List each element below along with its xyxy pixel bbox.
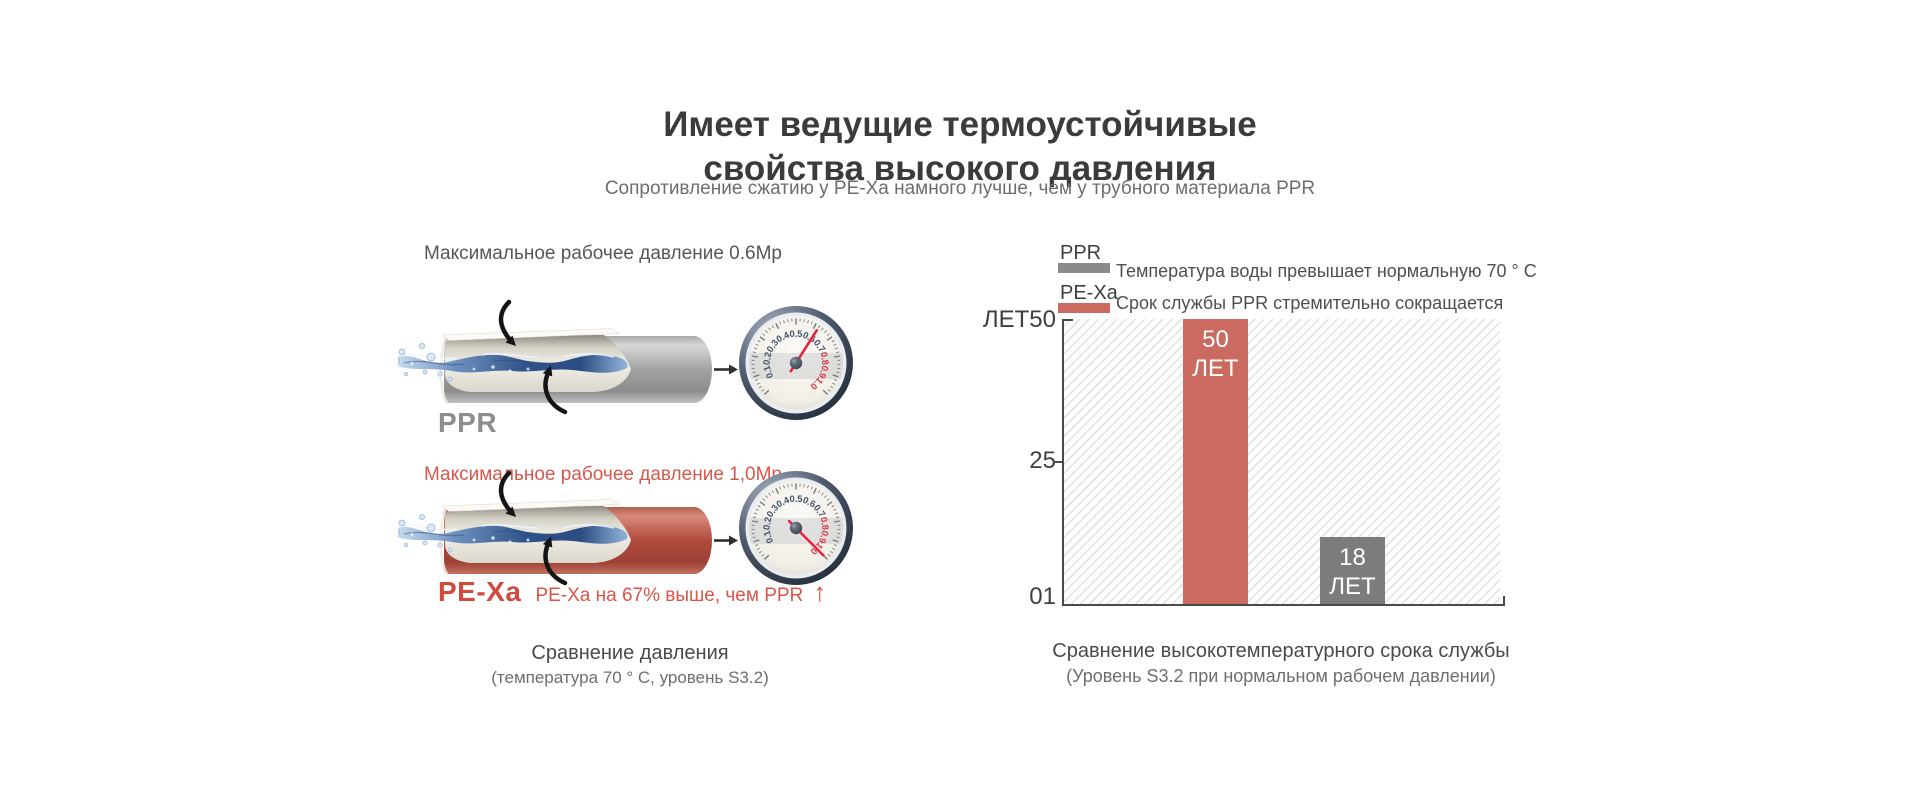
page-subtitle: Сопротивление сжатию у PE-Xa намного луч… (604, 178, 1316, 199)
page-title: Имеет ведущие термоустойчивые свойства вы… (0, 103, 1920, 191)
title-line-1: Имеет ведущие термоустойчивые (663, 105, 1257, 145)
bar-pexa-value: 50 (1202, 326, 1229, 353)
pressure-caption: Сравнение давления (531, 642, 729, 664)
svg-text:0.9: 0.9 (817, 364, 831, 379)
lifespan-caption: Сравнение высокотемпературного срока слу… (1052, 640, 1510, 662)
pexa-note: PE-Xa на 67% выше, чем PPR (535, 585, 804, 606)
bar-pexa-unit: ЛЕТ (1192, 355, 1239, 382)
pexa-pipe-illustration (398, 466, 748, 616)
y-tick-25: 25 (1029, 447, 1056, 474)
pexa-pressure-gauge-icon: 0.10.20.30.40.50.60.70.80.91.0 (736, 468, 856, 588)
svg-text:0.1: 0.1 (762, 364, 776, 379)
ppr-pipe-illustration (398, 295, 748, 445)
legend-pexa-text: Срок службы PPR стремительно сокращается (1116, 293, 1504, 313)
x-axis-right-tick (1503, 596, 1505, 604)
bar-ppr-value: 18 (1339, 544, 1366, 572)
pressure-caption-sub: (температура 70 ° C, уровень S3.2) (491, 668, 769, 687)
y-axis-line (1062, 319, 1064, 606)
bar-ppr-unit: ЛЕТ (1329, 573, 1376, 601)
ppr-pressure-gauge-icon: 0.1 0.2 0.3 0.4 0.5 0.6 0.7 0.8 0.9 1.0 (736, 303, 856, 423)
svg-text:0.8: 0.8 (819, 516, 831, 530)
y-axis-mid-tick (1053, 460, 1062, 463)
title-line-2: свойства высокого давления (703, 149, 1217, 189)
legend-pexa-label: PE-Xa (1060, 282, 1118, 304)
svg-text:0.1: 0.1 (762, 529, 776, 544)
pexa-pressure-label: Максимальное рабочее давление 1,0Mp (424, 464, 782, 485)
svg-text:0.8: 0.8 (819, 351, 831, 365)
legend-ppr-label: PPR (1060, 242, 1102, 264)
lifespan-caption-sub: (Уровень S3.2 при нормальном рабочем дав… (1066, 666, 1496, 686)
svg-text:0.5: 0.5 (790, 329, 803, 339)
svg-text:0.5: 0.5 (790, 494, 803, 504)
svg-text:0.2: 0.2 (761, 351, 773, 365)
lifespan-plot-area: 50 ЛЕТ 18 ЛЕТ (1063, 319, 1500, 604)
ppr-name: PPR (438, 407, 498, 438)
svg-text:0.2: 0.2 (761, 516, 773, 530)
svg-text:0.9: 0.9 (817, 529, 831, 544)
y-tick-50: ЛЕТ50 (982, 306, 1056, 333)
pexa-name-row: PE-Xa PE-Xa на 67% выше, чем PPR ↑ (438, 576, 826, 608)
bar-pexa: 50 ЛЕТ (1183, 319, 1248, 604)
y-tick-0: 01 (1029, 583, 1056, 610)
legend-pexa-swatch (1058, 303, 1110, 313)
x-axis-line (1062, 604, 1505, 606)
up-arrow-icon: ↑ (813, 577, 827, 607)
pexa-name: PE-Xa (438, 576, 522, 607)
bar-ppr: 18 ЛЕТ (1320, 537, 1385, 604)
legend-ppr-swatch (1058, 263, 1110, 273)
y-axis-top-tick (1064, 319, 1073, 321)
legend-ppr-text: Температура воды превышает нормальную 70… (1116, 261, 1537, 281)
ppr-pressure-label: Максимальное рабочее давление 0.6Mp (424, 243, 782, 264)
